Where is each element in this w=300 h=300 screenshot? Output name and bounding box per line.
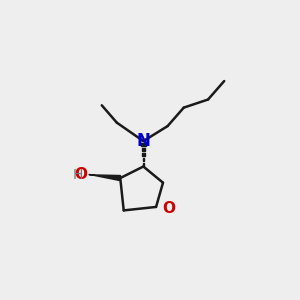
Text: H: H (73, 168, 83, 182)
Polygon shape (142, 158, 144, 161)
Polygon shape (142, 148, 145, 151)
Text: N: N (136, 132, 150, 150)
Polygon shape (142, 153, 145, 156)
Text: O: O (163, 201, 176, 216)
Text: O: O (74, 167, 87, 182)
Polygon shape (143, 163, 144, 166)
Polygon shape (141, 142, 146, 146)
Polygon shape (89, 174, 121, 181)
